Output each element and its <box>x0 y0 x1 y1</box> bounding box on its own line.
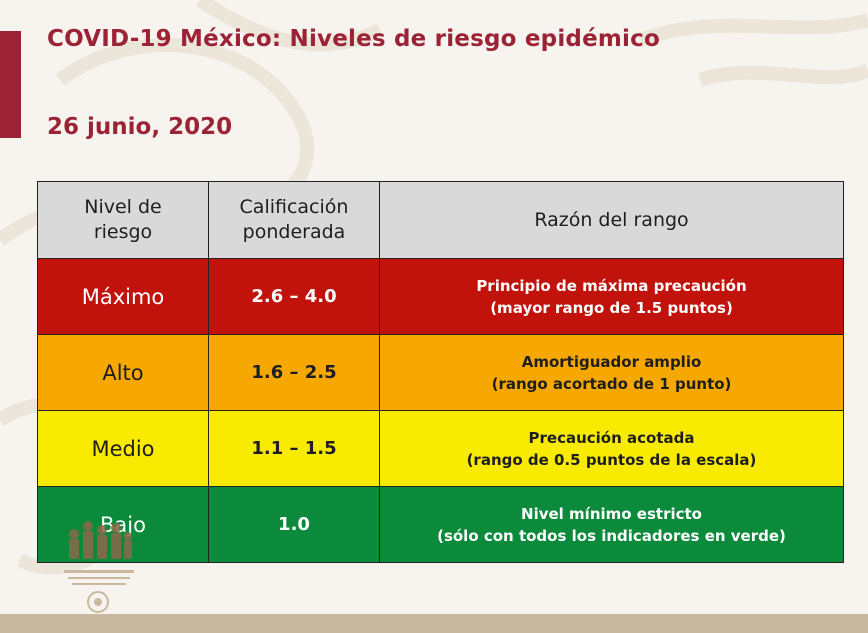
table-row: Bajo 1.0 Nivel mínimo estricto (sólo con… <box>37 486 844 563</box>
table-header-row: Nivel de riesgo Calificación ponderada R… <box>37 181 844 259</box>
reason-line: Precaución acotada <box>528 428 695 447</box>
level-cell: Máximo <box>37 258 209 335</box>
level-cell: Bajo <box>37 486 209 563</box>
score-cell: 2.6 – 4.0 <box>208 258 380 335</box>
reason-detail: (sólo con todos los indicadores en verde… <box>437 526 786 545</box>
reason-line: Principio de máxima precaución <box>476 276 747 295</box>
reason-detail: (mayor rango de 1.5 puntos) <box>490 298 733 317</box>
reason-cell: Precaución acotada (rango de 0.5 puntos … <box>379 410 844 487</box>
reason-detail: (rango acortado de 1 punto) <box>491 374 732 393</box>
level-cell: Alto <box>37 334 209 411</box>
table-row: Máximo 2.6 – 4.0 Principio de máxima pre… <box>37 258 844 335</box>
government-logo <box>64 521 134 613</box>
header-score: Calificación ponderada <box>208 181 380 259</box>
reason-line: Amortiguador amplio <box>521 352 702 371</box>
header-reason: Razón del rango <box>379 181 844 259</box>
reason-detail: (rango de 0.5 puntos de la escala) <box>466 450 757 469</box>
score-cell: 1.6 – 2.5 <box>208 334 380 411</box>
reason-cell: Principio de máxima precaución (mayor ra… <box>379 258 844 335</box>
score-cell: 1.1 – 1.5 <box>208 410 380 487</box>
footer-band <box>0 614 868 633</box>
table-row: Medio 1.1 – 1.5 Precaución acotada (rang… <box>37 410 844 487</box>
header-level: Nivel de riesgo <box>37 181 209 259</box>
score-cell: 1.0 <box>208 486 380 563</box>
page-title: COVID-19 México: Niveles de riesgo epidé… <box>47 26 660 52</box>
risk-level-table: Nivel de riesgo Calificación ponderada R… <box>37 181 844 563</box>
reason-cell: Nivel mínimo estricto (sólo con todos lo… <box>379 486 844 563</box>
reason-line: Nivel mínimo estricto <box>521 504 702 523</box>
accent-bar <box>0 31 21 138</box>
reason-cell: Amortiguador amplio (rango acortado de 1… <box>379 334 844 411</box>
page-date: 26 junio, 2020 <box>47 114 233 140</box>
table-row: Alto 1.6 – 2.5 Amortiguador amplio (rang… <box>37 334 844 411</box>
level-cell: Medio <box>37 410 209 487</box>
